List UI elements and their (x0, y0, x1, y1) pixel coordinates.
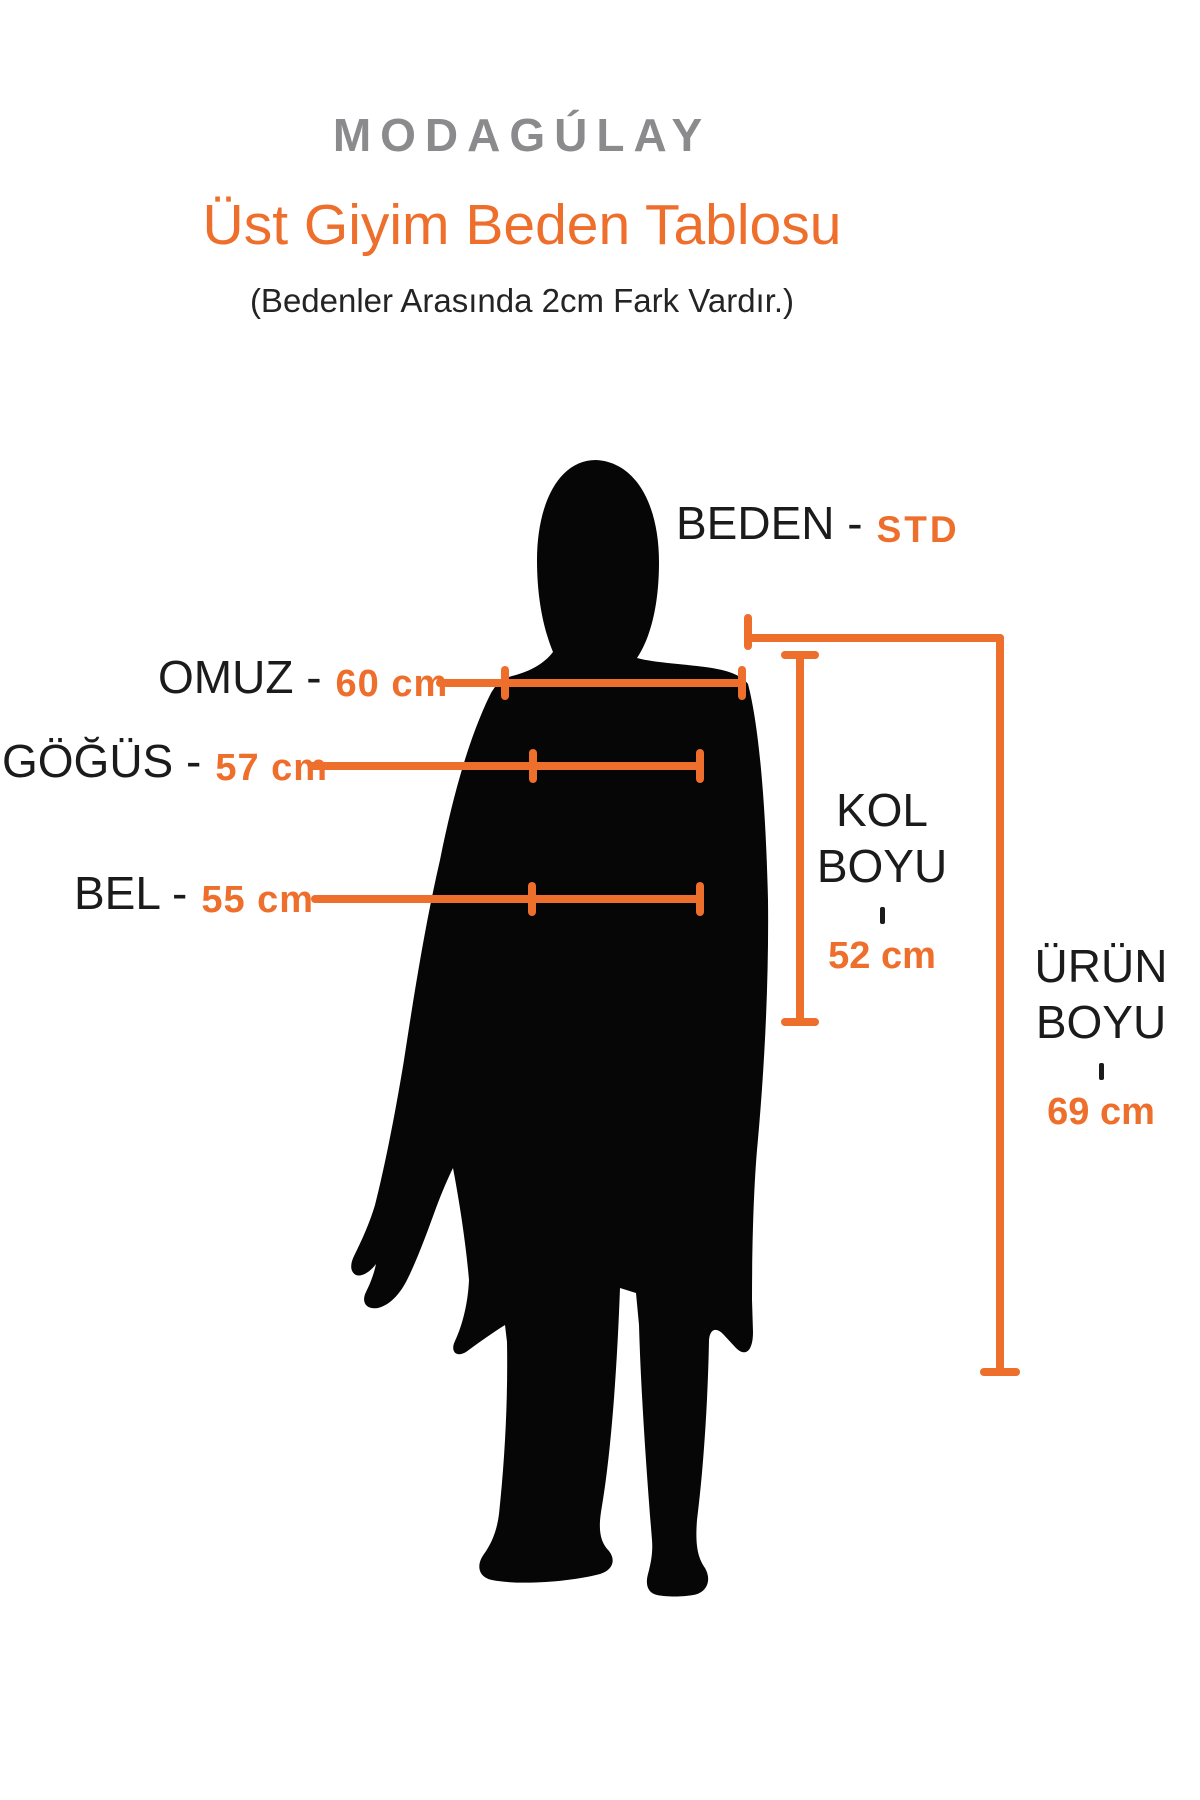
page-title: Üst Giyim Beden Tablosu (202, 193, 842, 257)
gogus-measure-line (308, 749, 704, 783)
figure-silhouette (351, 460, 769, 1597)
urun-boyu-label-line2: BOYU (1035, 996, 1167, 1048)
omuz-value: 60 cm (335, 663, 449, 705)
urun-boyu-value: 69 cm (1047, 1091, 1155, 1133)
page-subtitle: (Bedenler Arasında 2cm Fark Vardır.) (249, 282, 795, 319)
bel-label: BEL - (74, 867, 188, 919)
omuz-row: OMUZ - 60 cm (158, 650, 449, 705)
bel-measure-line (311, 882, 704, 916)
vertical-dash-icon (879, 907, 885, 924)
beden-value: STD (876, 509, 960, 550)
omuz-label: OMUZ - (158, 651, 322, 703)
bel-row: BEL - 55 cm (74, 866, 315, 921)
omuz-measure-line (436, 666, 746, 700)
beden-label: BEDEN - (676, 497, 863, 549)
gogus-row: GÖĞÜS - 57 cm (2, 734, 329, 789)
vertical-dash-icon (1098, 1063, 1104, 1080)
bel-value: 55 cm (201, 879, 315, 921)
kol-boyu-value: 52 cm (828, 935, 936, 977)
kol-boyu-label-line2: BOYU (816, 840, 948, 892)
urun-boyu-measure-line (744, 614, 1020, 1376)
gogus-value: 57 cm (215, 747, 329, 789)
kol-boyu-measure-line (781, 651, 819, 1026)
urun-boyu-block: ÜRÜN BOYU 69 cm (989, 938, 1200, 1134)
brand-logo: MODAGÚLAY (332, 109, 712, 161)
kol-boyu-block: KOL BOYU 52 cm (770, 782, 994, 978)
urun-boyu-label-line1: ÜRÜN (1034, 940, 1168, 992)
beden-row: BEDEN - STD (676, 496, 960, 550)
kol-boyu-label-line1: KOL (835, 784, 929, 836)
gogus-label: GÖĞÜS - (2, 735, 202, 787)
